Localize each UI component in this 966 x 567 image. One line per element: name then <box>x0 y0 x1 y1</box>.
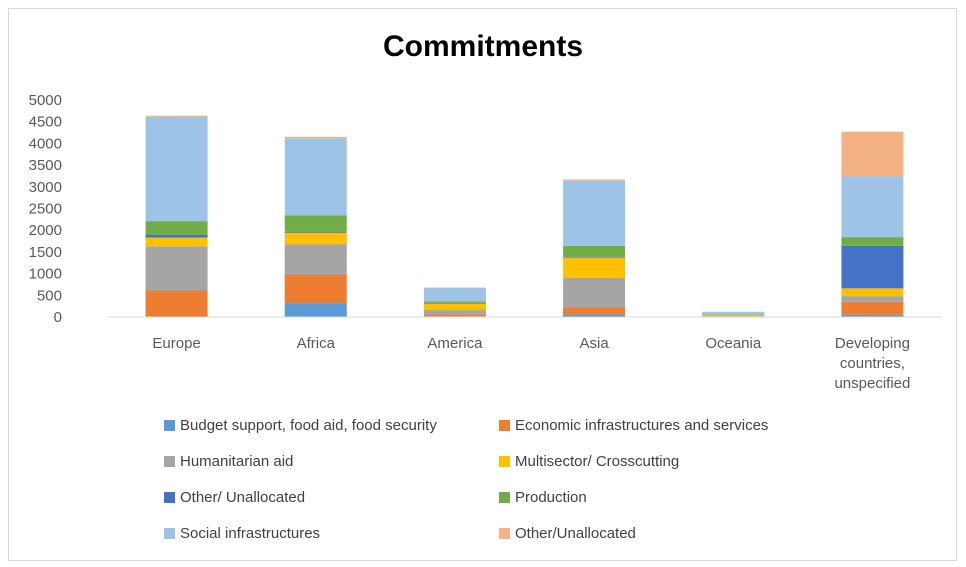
bar-segment <box>145 290 208 317</box>
y-tick-label: 500 <box>37 287 62 304</box>
legend-item: Social infrastructures <box>164 525 320 542</box>
legend-swatch <box>164 420 175 431</box>
legend-label: Other/ Unallocated <box>180 489 306 506</box>
y-tick-label: 2000 <box>29 222 62 239</box>
bar-segment <box>423 287 486 302</box>
bar-segment <box>284 244 347 275</box>
bar-segment <box>145 246 208 291</box>
bar-segment <box>284 138 347 216</box>
y-tick-label: 4500 <box>29 114 62 131</box>
x-tick-label: America <box>427 335 483 352</box>
legend-label: Humanitarian aid <box>180 453 294 470</box>
bar-segment <box>563 179 626 181</box>
y-tick-label: 3000 <box>29 179 62 196</box>
legend-swatch <box>499 492 510 503</box>
legend-item: Humanitarian aid <box>164 453 293 470</box>
bar-segment <box>841 237 904 246</box>
bar-segment <box>702 314 765 315</box>
legend-swatch <box>164 492 175 503</box>
legend-label: Multisector/ Crosscutting <box>515 453 680 470</box>
bar-segment <box>841 314 904 317</box>
bar-segment <box>563 307 626 315</box>
bar-segment <box>145 116 208 222</box>
legend-item: Production <box>499 489 587 506</box>
legend-item: Other/ Unallocated <box>164 489 305 506</box>
bar-segment <box>423 310 486 315</box>
bar-segment <box>423 301 486 303</box>
bar-segment <box>423 302 486 304</box>
x-tick-label: Developing countries, unspecified <box>834 335 910 392</box>
bar-segment <box>284 274 347 304</box>
x-tick-label: Oceania <box>705 335 762 352</box>
legend-item: Budget support, food aid, food security <box>164 417 437 434</box>
y-tick-label: 0 <box>54 309 62 326</box>
bar-segment <box>841 131 904 177</box>
y-tick-label: 1500 <box>29 244 62 261</box>
legend-label: Social infrastructures <box>180 525 321 542</box>
legend-swatch <box>499 456 510 467</box>
bar-segment <box>841 176 904 238</box>
bar-segment <box>563 245 626 257</box>
bar-segment <box>145 221 208 235</box>
y-tick-label: 3500 <box>29 157 62 174</box>
bar-segment <box>145 237 208 247</box>
legend-item: Economic infrastructures and services <box>499 417 768 434</box>
x-tick-label: Europe <box>152 335 200 352</box>
legend-item: Other/Unallocated <box>499 525 636 542</box>
bar-segment <box>702 315 765 317</box>
x-tick-label: Africa <box>297 335 336 352</box>
bar-segment <box>284 232 347 245</box>
legend-swatch <box>499 420 510 431</box>
y-tick-label: 5000 <box>29 92 62 109</box>
legend-label: Production <box>515 489 587 506</box>
bar-segment <box>563 256 626 258</box>
bar-segment <box>145 115 208 117</box>
bar-segment <box>423 314 486 317</box>
bar-segment <box>423 303 486 311</box>
bar-segment <box>841 245 904 289</box>
bar-segment <box>145 234 208 238</box>
bar-segment <box>284 215 347 232</box>
legend-swatch <box>164 456 175 467</box>
bar-segment <box>563 277 626 308</box>
legend-item: Multisector/ Crosscutting <box>499 453 679 470</box>
x-tick-label: Asia <box>579 335 609 352</box>
legend-swatch <box>499 528 510 539</box>
bar-segment <box>563 180 626 246</box>
bar-segment <box>284 303 347 317</box>
bar-segment <box>284 136 347 139</box>
y-tick-label: 2500 <box>29 201 62 218</box>
bar-segment <box>841 288 904 297</box>
bar-segment <box>563 257 626 278</box>
bar-segment <box>284 231 347 233</box>
bar-segment <box>702 311 765 315</box>
legend-label: Budget support, food aid, food security <box>180 417 437 434</box>
legend-label: Other/Unallocated <box>515 525 636 542</box>
legend-label: Economic infrastructures and services <box>515 417 769 434</box>
y-tick-label: 1000 <box>29 266 62 283</box>
chart-title: Commitments <box>382 30 584 63</box>
bar-segment <box>841 301 904 315</box>
legend-swatch <box>164 528 175 539</box>
bar-segment <box>841 296 904 302</box>
y-tick-label: 4000 <box>29 135 62 152</box>
bar-segment <box>563 314 626 317</box>
